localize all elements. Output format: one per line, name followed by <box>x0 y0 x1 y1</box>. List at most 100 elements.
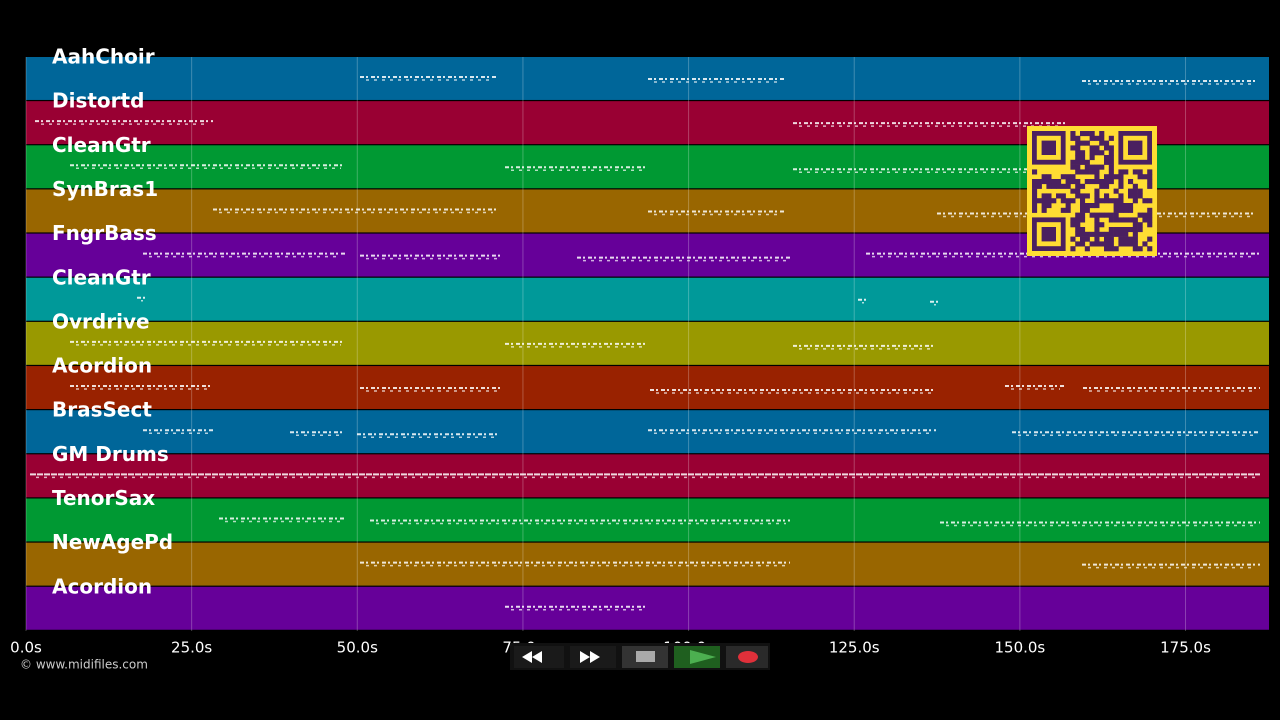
qr-cell <box>1070 159 1076 165</box>
qr-cell <box>1099 212 1105 218</box>
qr-cell <box>1075 193 1081 199</box>
track-band <box>26 321 1269 365</box>
qr-cell <box>1113 217 1119 223</box>
qr-cell <box>1118 198 1124 204</box>
qr-cell <box>1104 246 1110 252</box>
qr-cell <box>1051 183 1057 189</box>
qr-cell <box>1075 145 1081 151</box>
qr-cell <box>1108 169 1114 175</box>
qr-cell <box>1108 241 1114 247</box>
qr-cell <box>1099 164 1105 170</box>
forward-button[interactable] <box>570 646 616 668</box>
qr-cell <box>1147 236 1153 242</box>
qr-cell <box>1147 207 1153 213</box>
qr-cell <box>1099 135 1105 141</box>
qr-cell <box>1075 140 1081 146</box>
qr-cell <box>1041 174 1047 180</box>
play-button[interactable] <box>674 646 720 668</box>
qr-cell <box>1132 241 1138 247</box>
qr-cell <box>1094 212 1100 218</box>
qr-cell <box>1108 227 1114 233</box>
tick-label: 50.0s <box>337 639 378 657</box>
copyright: © www.midifiles.com <box>20 658 148 672</box>
qr-cell <box>1099 150 1105 156</box>
qr-cell <box>1099 140 1105 146</box>
qr-cell <box>1084 207 1090 213</box>
qr-cell <box>1070 198 1076 204</box>
qr-cell <box>1080 231 1086 237</box>
qr-cell <box>1142 217 1148 223</box>
qr-cell <box>1137 222 1143 228</box>
qr-cell <box>1118 217 1124 223</box>
qr-cell <box>1142 241 1148 247</box>
track-name: TenorSax <box>52 486 155 510</box>
qr-cell <box>1084 203 1090 209</box>
notes <box>30 76 1260 611</box>
qr-cell <box>1080 203 1086 209</box>
qr-cell <box>1147 212 1153 218</box>
qr-cell <box>1118 236 1124 242</box>
track-band <box>26 57 1269 100</box>
qr-cell <box>1123 236 1129 242</box>
qr-cell <box>1128 188 1134 194</box>
qr-cell <box>1094 241 1100 247</box>
qr-cell <box>1060 183 1066 189</box>
qr-cell <box>1056 183 1062 189</box>
track-name: BrasSect <box>52 398 152 422</box>
qr-cell <box>1080 169 1086 175</box>
tick-label: 175.0s <box>1160 639 1211 657</box>
qr-cell <box>1080 193 1086 199</box>
qr-cell <box>1080 155 1086 161</box>
qr-cell <box>1108 135 1114 141</box>
qr-cell <box>1056 179 1062 185</box>
qr-cell <box>1137 174 1143 180</box>
qr-cell <box>1118 207 1124 213</box>
qr-cell <box>1108 155 1114 161</box>
qr-cell <box>1080 140 1086 146</box>
qr-cell <box>1118 227 1124 233</box>
track-name: CleanGtr <box>52 133 151 157</box>
qr-cell <box>1084 193 1090 199</box>
qr-cell <box>1137 246 1143 252</box>
qr-cell <box>1104 193 1110 199</box>
qr-cell <box>1084 246 1090 252</box>
qr-finder <box>1128 140 1143 155</box>
qr-cell <box>1094 217 1100 223</box>
qr-cell <box>1080 207 1086 213</box>
qr-cell <box>1137 212 1143 218</box>
qr-cell <box>1032 179 1038 185</box>
qr-cell <box>1041 179 1047 185</box>
qr-cell <box>1104 183 1110 189</box>
qr-cell <box>1089 169 1095 175</box>
qr-cell <box>1104 236 1110 242</box>
qr-cell <box>1113 212 1119 218</box>
qr-cell <box>1070 217 1076 223</box>
qr-cell <box>1075 212 1081 218</box>
qr-cell <box>1032 183 1038 189</box>
qr-cell <box>1132 217 1138 223</box>
qr-cell <box>1094 150 1100 156</box>
qr-cell <box>1104 155 1110 161</box>
qr-cell <box>1099 241 1105 247</box>
qr-cell <box>1104 145 1110 151</box>
qr-cell <box>1108 145 1114 151</box>
qr-cell <box>1132 222 1138 228</box>
qr-cell <box>1108 246 1114 252</box>
qr-cell <box>1089 135 1095 141</box>
qr-cell <box>1123 231 1129 237</box>
qr-cell <box>1089 155 1095 161</box>
rewind-button[interactable] <box>514 646 564 668</box>
qr-cell <box>1065 207 1071 213</box>
qr-cell <box>1094 164 1100 170</box>
tick-label: 125.0s <box>829 639 880 657</box>
tick-label: 150.0s <box>994 639 1045 657</box>
qr-cell <box>1099 183 1105 189</box>
qr-cell <box>1046 203 1052 209</box>
track-labels: AahChoir Distortd CleanGtr SynBras1 FngrBass… <box>52 45 173 599</box>
qr-cell <box>1060 174 1066 180</box>
qr-cell <box>1080 241 1086 247</box>
stop-button[interactable] <box>622 646 668 668</box>
qr-cell <box>1084 236 1090 242</box>
record-button[interactable] <box>726 646 768 668</box>
